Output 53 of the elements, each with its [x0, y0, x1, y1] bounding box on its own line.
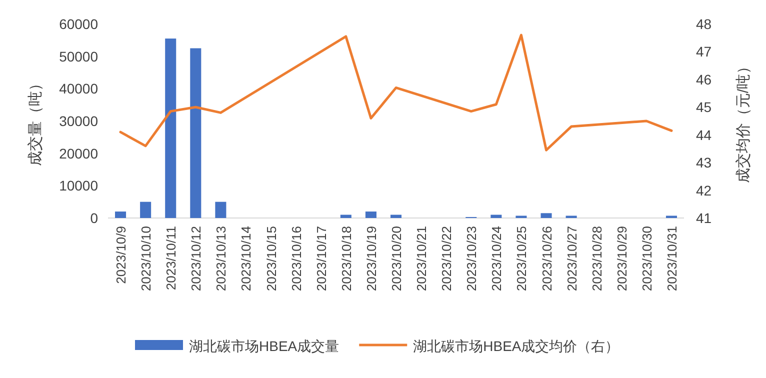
y2-tick-label: 47: [696, 44, 712, 60]
y-tick-label: 0: [90, 210, 98, 226]
x-tick-label: 2023/10/12: [188, 226, 204, 292]
y2-tick-label: 45: [696, 99, 712, 116]
x-tick-label: 2023/10/28: [589, 226, 604, 292]
y2-tick-label: 41: [696, 210, 712, 226]
y2-tick-label: 43: [696, 154, 712, 171]
x-tick-label: 2023/10/20: [389, 226, 404, 292]
x-tick-label: 2023/10/19: [364, 226, 379, 292]
x-tick-label: 2023/10/30: [639, 226, 654, 292]
x-tick-label: 2023/10/21: [414, 226, 430, 292]
bar: [165, 38, 176, 218]
x-tick-label: 2023/10/24: [489, 226, 504, 292]
x-tick-label: 2023/10/15: [264, 226, 279, 292]
bar: [365, 212, 376, 218]
y-tick-label: 60000: [59, 16, 98, 32]
x-tick-label: 2023/10/13: [214, 226, 229, 292]
bar: [490, 214, 502, 218]
x-tick-label: 2023/10/18: [338, 226, 354, 292]
y-axis-title: 成交量（吨）: [27, 76, 44, 166]
x-tick-label: 2023/10/9: [114, 226, 129, 284]
line-series: [119, 34, 673, 152]
x-tick-label: 2023/10/10: [138, 226, 154, 292]
x-tick-label: 2023/10/16: [288, 226, 304, 292]
x-tick-label: 2023/10/22: [439, 226, 454, 292]
y-tick-label: 10000: [59, 178, 98, 194]
y2-tick-label: 42: [696, 182, 712, 198]
x-tick-label: 2023/10/11: [164, 226, 179, 290]
bar: [190, 48, 202, 218]
bar: [540, 213, 552, 218]
y-tick-label: 50000: [59, 48, 98, 64]
bar: [390, 214, 402, 218]
y-tick-label: 40000: [59, 80, 98, 97]
x-tick-label: 2023/10/26: [539, 226, 554, 292]
bar: [115, 212, 126, 218]
bar: [340, 214, 352, 218]
x-tick-label: 2023/10/17: [314, 226, 329, 292]
x-tick-label: 2023/10/14: [238, 226, 254, 292]
legend-label: 湖北碳市场HBEA成交均价（右）: [413, 338, 620, 354]
x-tick-label: 2023/10/31: [664, 226, 680, 292]
y2-tick-label: 48: [696, 16, 712, 32]
bar: [215, 202, 226, 218]
legend-label: 湖北碳市场HBEA成交量: [189, 338, 340, 354]
x-tick-label: 2023/10/29: [614, 226, 630, 292]
y-tick-label: 30000: [59, 113, 98, 129]
x-tick-label: 2023/10/23: [464, 226, 480, 292]
y2-tick-label: 44: [696, 126, 712, 143]
bar: [140, 202, 152, 218]
x-tick-label: 2023/10/27: [564, 226, 580, 292]
y2-tick-label: 46: [696, 71, 712, 88]
y-tick-label: 20000: [59, 145, 98, 162]
x-tick-label: 2023/10/25: [514, 226, 530, 292]
y2-axis-title: 成交均价（元/吨）: [735, 58, 752, 184]
